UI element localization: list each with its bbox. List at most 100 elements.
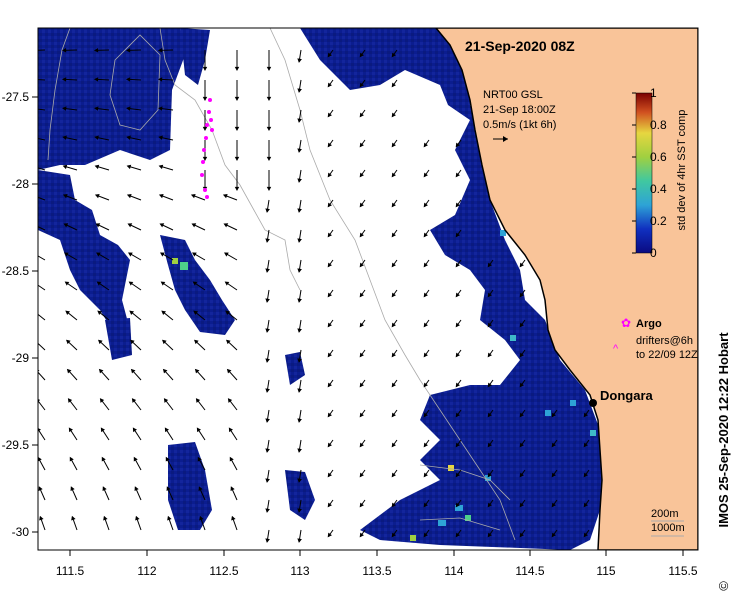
- current-arrowhead: [297, 448, 302, 453]
- current-arrowhead: [125, 48, 131, 53]
- product-line2: 21-Sep 18:00Z: [483, 104, 556, 116]
- current-arrowhead: [519, 262, 524, 268]
- current-arrowhead: [391, 292, 396, 298]
- current-arrowhead: [234, 66, 240, 72]
- current-arrowhead: [359, 382, 364, 388]
- current-arrowhead: [129, 310, 135, 315]
- current-arrowhead: [126, 135, 131, 140]
- current-arrowhead: [487, 502, 492, 508]
- current-arrowhead: [297, 58, 302, 63]
- current-arrowhead: [157, 77, 163, 82]
- current-arrowhead: [359, 502, 364, 508]
- legend-drifters-2: to 22/09 12Z: [636, 349, 698, 361]
- current-arrowhead: [327, 292, 332, 298]
- current-arrowhead: [487, 262, 492, 268]
- current-arrowhead: [225, 310, 231, 315]
- current-arrowhead: [519, 322, 524, 328]
- current-arrowhead: [222, 193, 228, 199]
- current-arrowhead: [163, 398, 169, 403]
- current-arrowhead: [327, 412, 332, 418]
- current-arrowhead: [297, 88, 302, 93]
- current-arrowhead: [455, 292, 460, 298]
- current-arrowhead: [327, 442, 332, 448]
- current-arrowhead: [127, 223, 133, 228]
- sst-hotspots: [172, 100, 596, 541]
- x-tick-label: 114: [444, 564, 463, 578]
- current-arrowhead: [327, 382, 332, 388]
- legend: ✿ Argo drifters@6h ^ to 22/09 12Z: [613, 316, 698, 361]
- y-tick-label: -28: [12, 177, 30, 191]
- current-arrowhead: [297, 268, 302, 273]
- current-arrowhead: [423, 472, 428, 478]
- argo-drifter-track: [200, 98, 214, 199]
- current-arrowhead: [455, 322, 460, 328]
- current-arrowhead: [359, 112, 364, 118]
- current-arrowhead: [391, 412, 396, 418]
- contour-label-1000: 1000m: [651, 522, 685, 534]
- colorbar-tick-label: 0.2: [650, 214, 667, 228]
- current-arrowhead: [455, 382, 460, 388]
- x-tick-label: 112.5: [209, 564, 238, 578]
- current-arrowhead: [202, 66, 208, 72]
- current-arrowhead: [551, 442, 556, 448]
- current-arrowhead: [134, 486, 139, 492]
- map-title: 21-Sep-2020 08Z: [465, 38, 575, 54]
- current-arrowhead: [423, 382, 428, 388]
- current-arrowhead: [455, 472, 460, 478]
- current-arrowhead: [327, 112, 332, 118]
- current-arrow: [38, 284, 46, 291]
- current-arrowhead: [93, 48, 99, 53]
- current-arrowhead: [66, 368, 72, 374]
- current-arrowhead: [327, 322, 332, 328]
- current-arrowhead: [583, 472, 588, 478]
- colorbar-tick-label: 0.6: [650, 150, 667, 164]
- current-arrowhead: [197, 456, 202, 462]
- current-arrowhead: [297, 148, 302, 153]
- current-arrowhead: [487, 472, 492, 478]
- current-arrowhead: [359, 352, 364, 358]
- current-arrowhead: [297, 418, 302, 423]
- current-arrowhead: [228, 427, 233, 433]
- current-arrowhead: [158, 193, 164, 199]
- current-arrowhead: [519, 352, 524, 358]
- current-arrowhead: [551, 532, 556, 538]
- current-arrowhead: [126, 193, 132, 199]
- current-arrowhead: [391, 352, 396, 358]
- current-arrowhead: [202, 126, 208, 132]
- current-arrowhead: [266, 66, 272, 72]
- current-arrowhead: [31, 49, 34, 52]
- current-arrowhead: [98, 339, 103, 345]
- current-arrowhead: [94, 193, 100, 199]
- current-arrowhead: [391, 52, 396, 58]
- current-arrowhead: [327, 262, 332, 268]
- current-arrowhead: [297, 298, 302, 303]
- current-arrowhead: [455, 442, 460, 448]
- current-arrowhead: [455, 142, 460, 148]
- current-arrowhead: [161, 310, 167, 315]
- current-arrowhead: [327, 502, 332, 508]
- current-arrowhead: [193, 310, 199, 315]
- current-arrowhead: [133, 456, 138, 462]
- current-arrowhead: [102, 486, 107, 492]
- current-arrow: [38, 400, 46, 411]
- current-arrowhead: [487, 412, 492, 418]
- current-arrowhead: [265, 538, 270, 543]
- current-arrowhead: [126, 164, 132, 170]
- colorbar-tick-label: 1: [650, 86, 657, 100]
- colorbar-tick-label: 0: [650, 246, 657, 260]
- current-arrowhead: [359, 232, 364, 238]
- current-arrowhead: [192, 281, 198, 286]
- scale-arrow: [493, 136, 508, 142]
- x-tick-label: 112: [137, 564, 156, 578]
- current-arrowhead: [94, 135, 99, 140]
- x-tick-label: 114.5: [515, 564, 544, 578]
- current-arrowhead: [327, 232, 332, 238]
- dongara-marker: [589, 399, 597, 407]
- current-arrowhead: [391, 322, 396, 328]
- current-arrowhead: [455, 172, 460, 178]
- current-arrowhead: [265, 418, 270, 423]
- current-arrowhead: [359, 262, 364, 268]
- current-arrowhead: [297, 328, 302, 333]
- current-arrowhead: [583, 532, 588, 538]
